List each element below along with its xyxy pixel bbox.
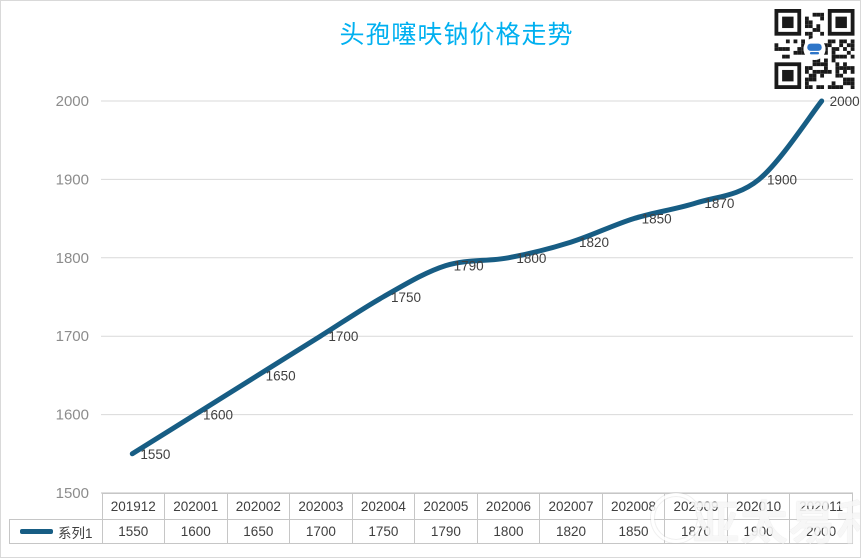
y-axis-label: 1700 (56, 328, 89, 345)
table-value-cell: 1900 (726, 519, 791, 544)
table-header-cell: 202008 (601, 493, 666, 520)
data-label: 1750 (391, 290, 421, 305)
table-header-cell: 202003 (289, 493, 353, 520)
table-header-row: 201912 202001 202002 202003 202004 202005 2020… (9, 493, 853, 520)
table-value-cell: 1790 (414, 519, 478, 544)
chart-title: 头孢噻呋钠价格走势 (339, 21, 574, 49)
table-header-cell: 202006 (476, 493, 541, 520)
data-label: 1650 (266, 368, 296, 383)
table-value-row: 系列1 1550 1600 1650 1700 1750 1790 1800 1820 1850… (9, 519, 853, 544)
table-header-cell: 202001 (164, 493, 228, 520)
table-header-cell: 202005 (414, 493, 478, 520)
data-label: 1850 (642, 212, 672, 227)
data-label: 1600 (203, 408, 233, 423)
table-header-cell: 202002 (226, 493, 291, 520)
data-label: 1870 (704, 196, 734, 211)
table-value-cell: 1650 (226, 519, 291, 544)
table-header-cell: 202010 (726, 493, 791, 520)
data-label: 1550 (140, 447, 170, 462)
table-value-cell: 1550 (101, 519, 166, 544)
table-value-cell: 1700 (289, 519, 353, 544)
y-axis-label: 1600 (56, 407, 89, 424)
y-axis-label: 1800 (56, 250, 89, 267)
legend-line-marker (20, 529, 53, 534)
table-value-cell: 1850 (601, 519, 666, 544)
legend-item-series1: 系列1 (9, 519, 103, 544)
data-label: 1900 (767, 172, 797, 187)
table-value-cell: 2000 (789, 519, 853, 544)
legend-label: 系列1 (58, 525, 93, 541)
table-value-cell: 1800 (476, 519, 541, 544)
table-value-cell: 1750 (351, 519, 416, 544)
table-value-cell: 1820 (539, 519, 603, 544)
table-value-cell: 1600 (164, 519, 228, 544)
table-header-cell: 202004 (351, 493, 416, 520)
qr-code-image (773, 9, 856, 89)
data-label: 1790 (454, 259, 484, 274)
table-header-cell: 202009 (664, 493, 728, 520)
data-label: 1700 (328, 329, 358, 344)
table-header-cell: 202007 (539, 493, 603, 520)
data-label: 1800 (516, 251, 546, 266)
data-table: 201912 202001 202002 202003 202004 202005 2020… (9, 493, 853, 544)
table-blank-cell (9, 493, 103, 520)
y-axis-label: 2000 (56, 93, 89, 110)
y-axis-label: 1900 (56, 171, 89, 188)
price-line-series1 (129, 98, 825, 457)
table-header-cell: 201912 (101, 493, 166, 520)
data-label: 1820 (579, 235, 609, 250)
data-label: 2000 (830, 94, 860, 109)
table-value-cell: 1870 (664, 519, 728, 544)
table-header-cell: 202011 (789, 493, 853, 520)
